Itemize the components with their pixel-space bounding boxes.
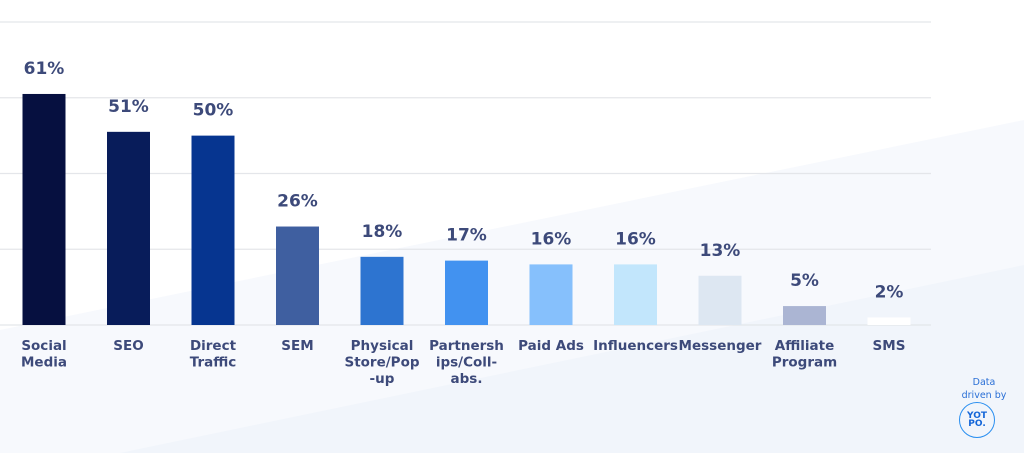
bar: [698, 275, 742, 325]
x-tick-label: Affiliate Program: [772, 338, 837, 371]
bar: [445, 260, 488, 325]
bar: [276, 226, 319, 325]
bar: [529, 264, 573, 325]
bar: [191, 135, 235, 325]
x-tick-label: Messenger: [679, 338, 762, 354]
data-label: 2%: [875, 282, 904, 302]
x-tick-label: Partnersh ips/Coll-abs.: [429, 338, 504, 387]
data-label: 16%: [615, 229, 656, 249]
data-label: 16%: [531, 229, 572, 249]
credit-line-2: driven by: [961, 390, 1007, 401]
logo-text-top: YOT: [967, 411, 987, 421]
data-label: 5%: [790, 271, 819, 291]
x-tick-label: Social Media: [21, 338, 67, 371]
data-label: 50%: [193, 101, 234, 121]
data-label: 61%: [24, 59, 65, 79]
x-tick-label: SEO: [113, 338, 143, 354]
bar: [107, 131, 150, 325]
bar: [22, 93, 66, 326]
data-label: 17%: [446, 226, 487, 246]
data-label: 26%: [277, 192, 318, 212]
x-tick-label: SEM: [281, 338, 313, 354]
x-tick-label: Paid Ads: [518, 338, 584, 354]
bar: [783, 306, 826, 325]
data-label: 13%: [700, 241, 741, 261]
logo-text-bottom: PO.: [968, 419, 986, 429]
x-tick-label: SMS: [873, 338, 906, 354]
yotpo-logo: YOT PO.: [959, 402, 995, 438]
bar: [360, 256, 404, 325]
data-label: 18%: [362, 222, 403, 242]
data-label: 51%: [108, 97, 149, 117]
bar: [867, 317, 911, 325]
x-tick-label: Influencers: [593, 338, 678, 354]
bar: [614, 264, 657, 325]
x-tick-label: Physical Store/Pop -up: [344, 338, 419, 387]
x-tick-label: Direct Traffic: [190, 338, 237, 371]
data-credit: Data driven by: [950, 376, 1018, 402]
credit-line-1: Data: [972, 377, 996, 388]
